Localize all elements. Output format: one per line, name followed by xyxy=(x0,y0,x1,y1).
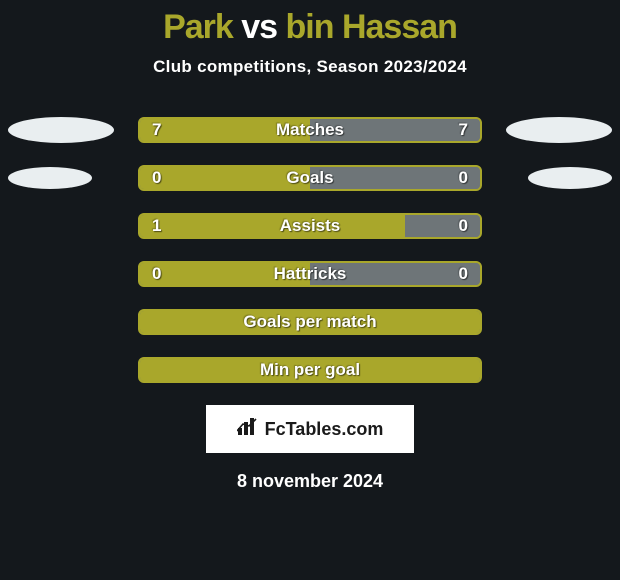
stat-value-p2: 7 xyxy=(459,120,468,140)
stat-bar-track: Goals 0 0 xyxy=(138,165,482,191)
stat-row: Hattricks 0 0 xyxy=(0,261,620,287)
stat-bar-fill-p2 xyxy=(310,167,480,189)
player-marker-ellipse xyxy=(8,117,114,143)
player-marker-ellipse xyxy=(528,167,612,189)
stat-bar-track: Assists 1 0 xyxy=(138,213,482,239)
stat-label: Matches xyxy=(276,120,344,140)
stat-value-p2: 0 xyxy=(459,264,468,284)
stat-value-p1: 0 xyxy=(152,264,161,284)
stat-bar-fill-p1 xyxy=(140,167,310,189)
stat-row: Min per goal xyxy=(0,357,620,383)
stat-value-p2: 0 xyxy=(459,168,468,188)
player2-name: bin Hassan xyxy=(286,8,457,46)
stat-bar-track: Min per goal xyxy=(138,357,482,383)
stat-bar-fill-p2 xyxy=(405,215,480,237)
stat-bar-track: Goals per match xyxy=(138,309,482,335)
stat-bar-fill-p1 xyxy=(140,215,405,237)
snapshot-date: 8 november 2024 xyxy=(0,471,620,492)
player-marker-ellipse xyxy=(506,117,612,143)
stat-bar-track: Matches 7 7 xyxy=(138,117,482,143)
source-badge: FcTables.com xyxy=(206,405,414,453)
stat-bar-track: Hattricks 0 0 xyxy=(138,261,482,287)
stat-value-p1: 1 xyxy=(152,216,161,236)
stats-container: Matches77Goals00Assists10Hattricks00Goal… xyxy=(0,117,620,383)
comparison-subtitle: Club competitions, Season 2023/2024 xyxy=(0,57,620,77)
stat-label: Min per goal xyxy=(260,360,360,380)
stat-row: Goals per match xyxy=(0,309,620,335)
stat-row: Goals 0 0 xyxy=(0,165,620,191)
stat-row: Assists 1 0 xyxy=(0,213,620,239)
stat-row: Matches 7 7 xyxy=(0,117,620,143)
source-badge-text: FcTables.com xyxy=(265,419,384,440)
stat-label: Hattricks xyxy=(274,264,347,284)
stat-label: Goals per match xyxy=(243,312,376,332)
comparison-title: Park vs bin Hassan xyxy=(0,0,620,47)
bar-chart-icon xyxy=(237,418,259,441)
player1-name: Park xyxy=(163,8,233,46)
vs-separator: vs xyxy=(233,8,286,46)
stat-label: Goals xyxy=(286,168,333,188)
stat-value-p2: 0 xyxy=(459,216,468,236)
stat-value-p1: 7 xyxy=(152,120,161,140)
stat-value-p1: 0 xyxy=(152,168,161,188)
player-marker-ellipse xyxy=(8,167,92,189)
stat-label: Assists xyxy=(280,216,340,236)
